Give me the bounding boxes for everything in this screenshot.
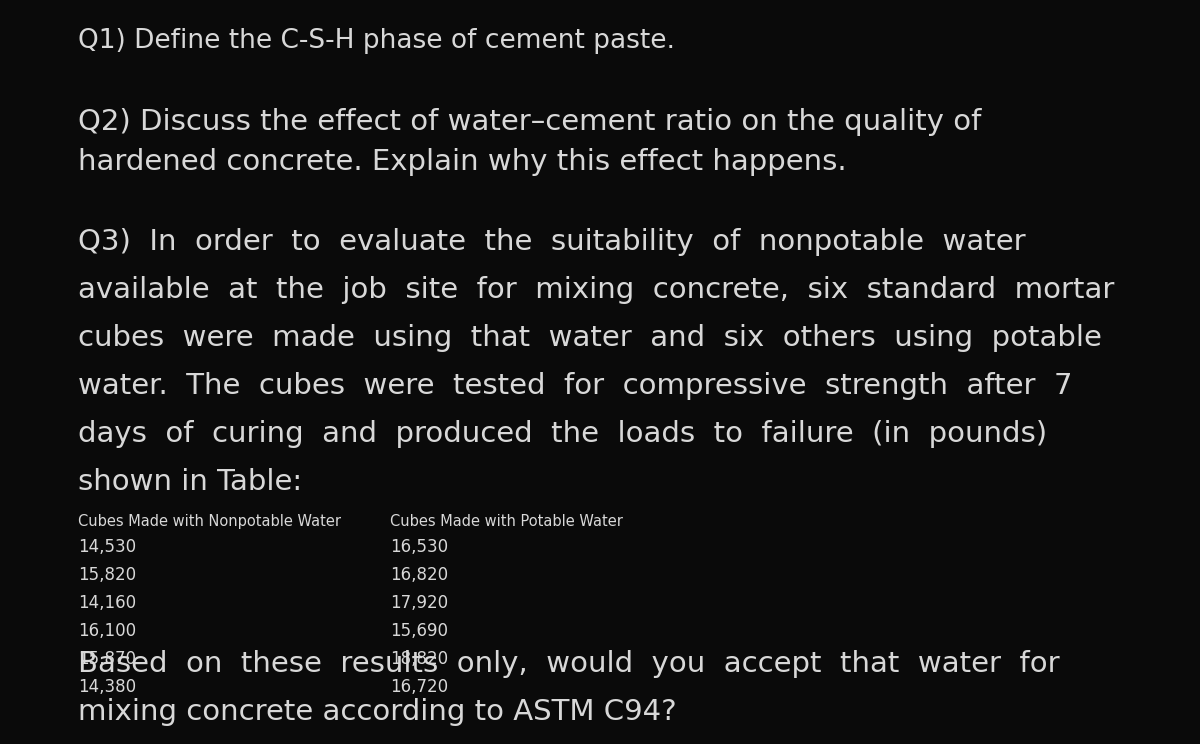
- Text: mixing concrete according to ASTM C94?: mixing concrete according to ASTM C94?: [78, 698, 677, 726]
- Text: Q2) Discuss the effect of water–cement ratio on the quality of: Q2) Discuss the effect of water–cement r…: [78, 108, 982, 136]
- Text: 16,530: 16,530: [390, 538, 448, 556]
- Text: water.  The  cubes  were  tested  for  compressive  strength  after  7: water. The cubes were tested for compres…: [78, 372, 1073, 400]
- Text: 16,820: 16,820: [390, 566, 448, 584]
- Text: Cubes Made with Potable Water: Cubes Made with Potable Water: [390, 514, 623, 529]
- Text: Q3)  In  order  to  evaluate  the  suitability  of  nonpotable  water: Q3) In order to evaluate the suitability…: [78, 228, 1026, 256]
- Text: Q1) Define the C-S-H phase of cement paste.: Q1) Define the C-S-H phase of cement pas…: [78, 28, 674, 54]
- Text: 14,160: 14,160: [78, 594, 136, 612]
- Text: hardened concrete. Explain why this effect happens.: hardened concrete. Explain why this effe…: [78, 148, 847, 176]
- Text: 15,690: 15,690: [390, 622, 448, 640]
- Text: 18,820: 18,820: [390, 650, 448, 668]
- Text: 16,100: 16,100: [78, 622, 136, 640]
- Text: Cubes Made with Nonpotable Water: Cubes Made with Nonpotable Water: [78, 514, 341, 529]
- Text: 16,720: 16,720: [390, 678, 448, 696]
- Text: days  of  curing  and  produced  the  loads  to  failure  (in  pounds): days of curing and produced the loads to…: [78, 420, 1048, 448]
- Text: 15,820: 15,820: [78, 566, 136, 584]
- Text: 15,870: 15,870: [78, 650, 136, 668]
- Text: available  at  the  job  site  for  mixing  concrete,  six  standard  mortar: available at the job site for mixing con…: [78, 276, 1115, 304]
- Text: 17,920: 17,920: [390, 594, 448, 612]
- Text: 14,530: 14,530: [78, 538, 136, 556]
- Text: Based  on  these  results  only,  would  you  accept  that  water  for: Based on these results only, would you a…: [78, 650, 1060, 678]
- Text: shown in Table:: shown in Table:: [78, 468, 302, 496]
- Text: cubes  were  made  using  that  water  and  six  others  using  potable: cubes were made using that water and six…: [78, 324, 1102, 352]
- Text: 14,380: 14,380: [78, 678, 136, 696]
